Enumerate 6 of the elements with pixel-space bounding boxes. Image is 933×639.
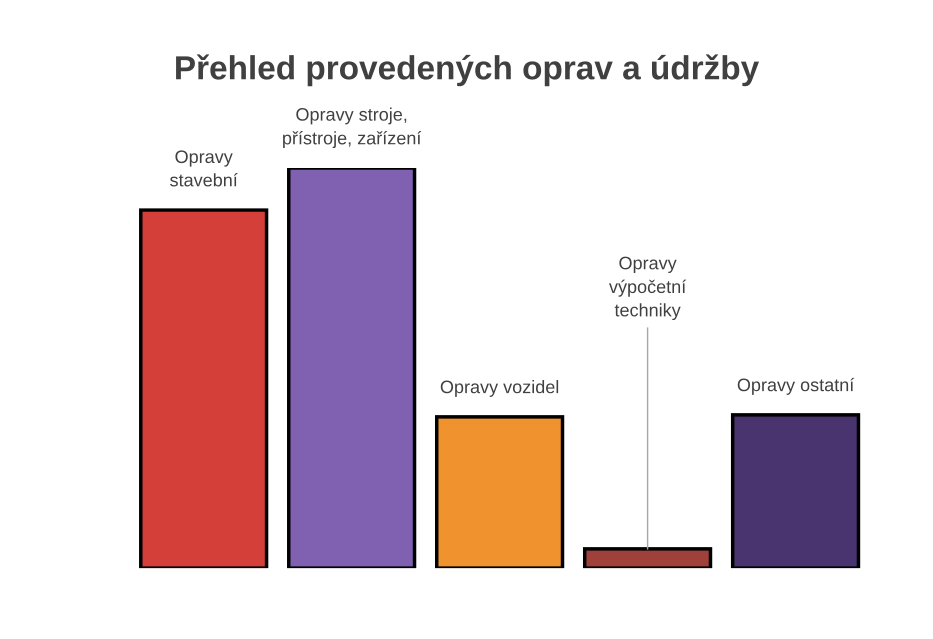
chart-title: Přehled provedených oprav a údržby [176, 54, 760, 86]
x-tick-label: Opravy vozidel [440, 380, 558, 397]
x-tick-label: Opravy výpočetní techniky [609, 256, 686, 320]
x-tick-label: Opravy stroje, přístroje, zařízení [283, 108, 422, 148]
x-tick-label: Opravy stavební [170, 150, 238, 186]
x-tick-label: Opravy ostatní [738, 378, 854, 395]
